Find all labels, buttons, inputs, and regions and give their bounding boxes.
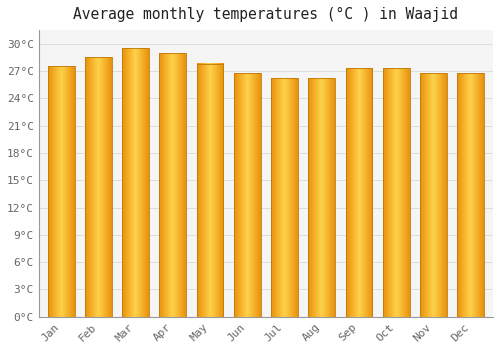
Bar bbox=[458, 73, 484, 317]
Bar bbox=[160, 53, 186, 317]
Bar bbox=[85, 57, 112, 317]
Bar bbox=[383, 68, 409, 317]
Bar bbox=[122, 48, 149, 317]
Bar bbox=[346, 68, 372, 317]
Bar bbox=[196, 64, 224, 317]
Bar bbox=[308, 78, 335, 317]
Bar bbox=[234, 73, 260, 317]
Bar bbox=[48, 66, 74, 317]
Title: Average monthly temperatures (°C ) in Waajid: Average monthly temperatures (°C ) in Wa… bbox=[74, 7, 458, 22]
Bar bbox=[420, 73, 447, 317]
Bar bbox=[271, 78, 298, 317]
